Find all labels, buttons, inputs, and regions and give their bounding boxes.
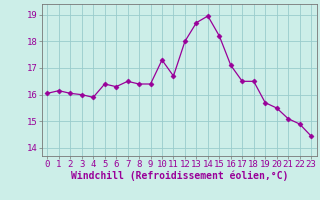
X-axis label: Windchill (Refroidissement éolien,°C): Windchill (Refroidissement éolien,°C) bbox=[70, 171, 288, 181]
